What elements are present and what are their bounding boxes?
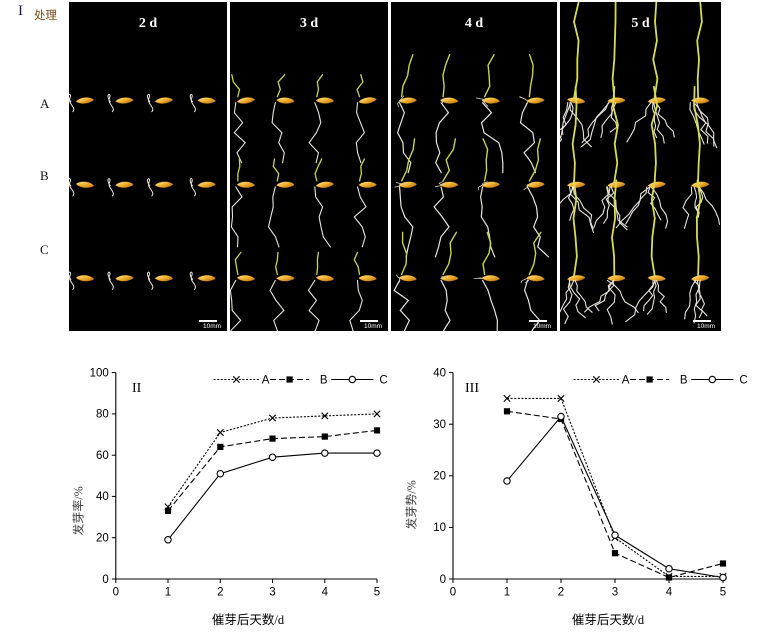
svg-text:100: 100	[90, 367, 109, 379]
svg-text:2: 2	[558, 587, 564, 599]
svg-text:0: 0	[450, 587, 456, 599]
svg-text:1: 1	[504, 587, 510, 599]
svg-text:20: 20	[96, 533, 109, 545]
svg-text:40: 40	[96, 491, 109, 503]
svg-text:4: 4	[666, 587, 673, 599]
svg-text:30: 30	[433, 419, 446, 431]
svg-text:B: B	[680, 375, 688, 387]
svg-text:80: 80	[96, 409, 109, 421]
svg-text:0: 0	[440, 574, 446, 586]
svg-text:4: 4	[322, 587, 329, 599]
svg-text:3: 3	[269, 587, 275, 599]
svg-text:20: 20	[433, 471, 446, 483]
svg-text:C: C	[739, 375, 747, 387]
svg-text:0: 0	[102, 574, 108, 586]
svg-text:C: C	[379, 375, 387, 387]
svg-text:III: III	[465, 381, 479, 396]
svg-text:B: B	[320, 375, 328, 387]
svg-text:5: 5	[720, 587, 726, 599]
svg-text:2: 2	[217, 587, 223, 599]
svg-text:40: 40	[433, 367, 446, 379]
svg-text:II: II	[132, 381, 142, 396]
svg-text:A: A	[622, 375, 630, 387]
svg-text:3: 3	[612, 587, 618, 599]
svg-text:0: 0	[113, 587, 119, 599]
svg-text:1: 1	[165, 587, 171, 599]
svg-text:A: A	[262, 375, 270, 387]
svg-text:60: 60	[96, 450, 109, 462]
svg-text:10: 10	[433, 522, 446, 534]
svg-text:5: 5	[374, 587, 380, 599]
